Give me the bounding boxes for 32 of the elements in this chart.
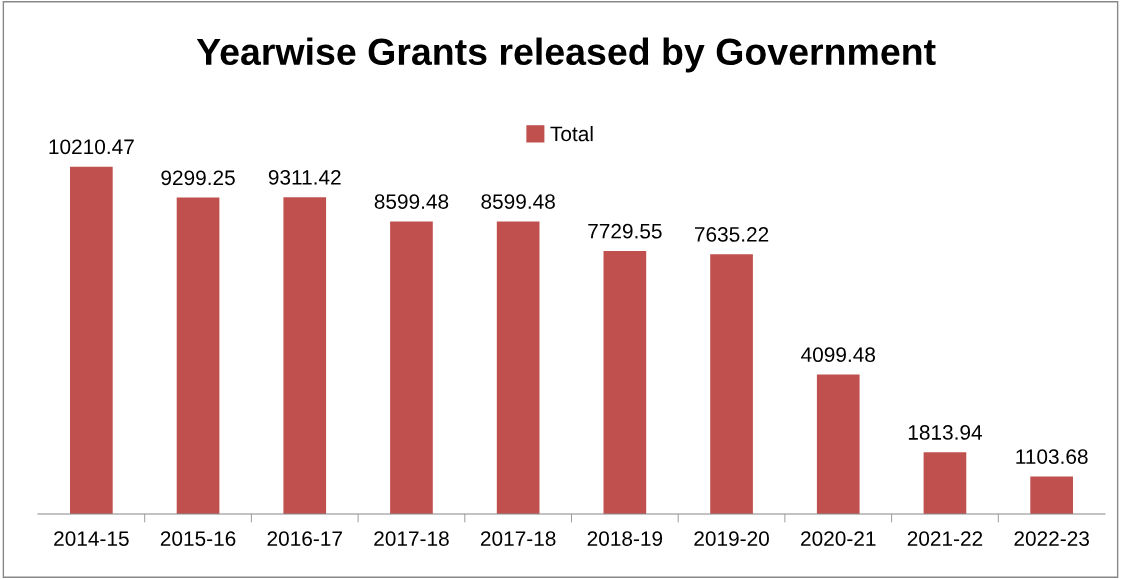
data-label: 1813.94	[908, 425, 982, 440]
data-label: 9299.25	[161, 170, 235, 186]
bar	[816, 374, 860, 514]
bar	[176, 197, 220, 514]
legend-label: Total	[550, 125, 593, 142]
bar	[923, 452, 967, 514]
bar	[390, 221, 433, 514]
x-tick-label: 2019-20	[694, 531, 769, 546]
data-label: 8599.48	[481, 194, 555, 209]
bar	[283, 197, 327, 514]
chart-title: Yearwise Grants released by Government	[196, 37, 936, 73]
x-tick-label: 2017-18	[480, 531, 556, 546]
x-tick-label: 2014-15	[54, 531, 129, 546]
data-label: 10210.47	[49, 139, 134, 155]
x-tick-label: 2018-19	[587, 531, 663, 546]
bar	[1030, 476, 1073, 514]
x-tick-label: 2020-21	[801, 531, 876, 546]
x-tick-label: 2022-23	[1014, 531, 1089, 546]
bar	[603, 251, 647, 514]
data-label: 1103.68	[1016, 449, 1088, 464]
bar	[710, 254, 753, 514]
x-tick-label: 2016-17	[267, 531, 342, 546]
x-tick-label: 2015-16	[160, 531, 236, 546]
bar	[496, 221, 540, 514]
data-label: 4099.48	[801, 347, 875, 363]
data-label: 9311.42	[268, 169, 341, 185]
data-label: 7729.55	[588, 223, 662, 239]
x-tick-label: 2017-18	[374, 531, 449, 546]
bar	[70, 166, 113, 514]
data-label: 7635.22	[694, 227, 769, 242]
data-label: 8599.48	[374, 194, 449, 209]
x-tick-label: 2021-22	[907, 531, 983, 546]
